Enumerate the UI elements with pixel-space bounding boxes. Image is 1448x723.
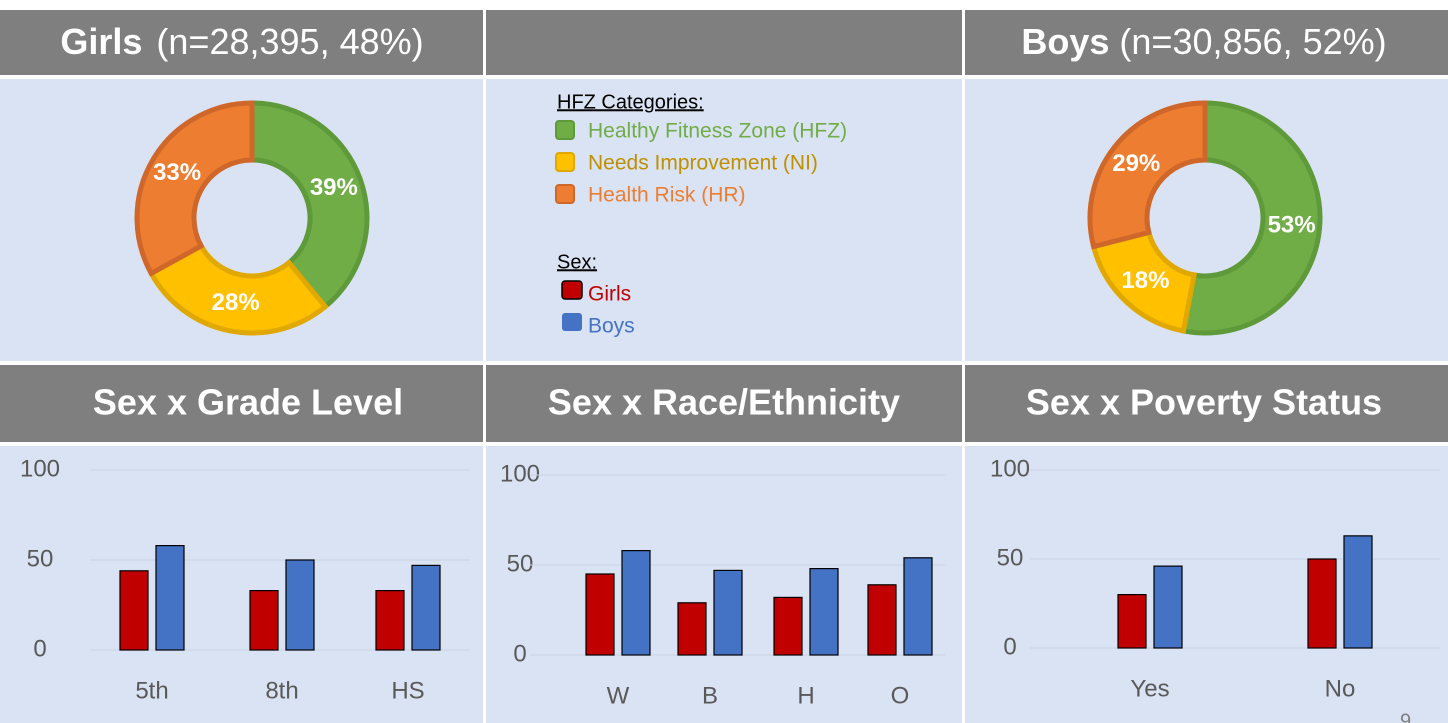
y-tick-label: 50	[27, 545, 54, 572]
x-tick-label: B	[702, 682, 718, 709]
y-tick-label: 100	[20, 455, 60, 482]
x-tick-label: Yes	[1130, 675, 1169, 702]
bar	[411, 564, 441, 651]
panel	[965, 446, 1448, 723]
bar	[713, 569, 743, 656]
legend-label: Girls	[588, 283, 631, 306]
header-cell	[965, 10, 1448, 75]
legend-swatch	[555, 120, 575, 140]
page-number: 9	[1400, 710, 1411, 723]
data-label: 28%	[212, 289, 260, 316]
legend-title: Sex:	[557, 251, 597, 273]
bar	[249, 589, 279, 651]
bar	[119, 570, 149, 651]
data-label: 33%	[153, 159, 201, 186]
data-label: 39%	[310, 174, 358, 201]
bar	[903, 557, 933, 656]
bar	[585, 573, 615, 656]
header-cell	[486, 10, 962, 75]
donut-segment	[134, 100, 255, 277]
header-sub: (n=30,856, 52%)	[1119, 21, 1386, 62]
bar	[375, 589, 405, 651]
x-tick-label: H	[797, 682, 814, 709]
y-tick-label: 0	[33, 635, 46, 662]
x-tick-label: HS	[391, 677, 424, 704]
donut-segment	[147, 242, 329, 336]
bar	[867, 584, 897, 656]
y-tick-label: 50	[507, 550, 534, 577]
bar	[1153, 565, 1183, 649]
legend-swatch	[562, 313, 582, 331]
legend-title: HFZ Categories:	[557, 91, 704, 113]
header-title: Sex x Grade Level	[93, 382, 403, 423]
bar	[155, 544, 185, 651]
data-label: 18%	[1121, 267, 1169, 294]
bar	[773, 596, 803, 656]
header-sub: (n=28,395, 48%)	[156, 21, 423, 62]
legend-swatch	[555, 152, 575, 172]
legend-label: Health Risk (HR)	[588, 184, 746, 207]
legend-label: Healthy Fitness Zone (HFZ)	[588, 120, 847, 143]
y-tick-label: 0	[513, 640, 526, 667]
y-tick-label: 50	[997, 544, 1024, 571]
x-tick-label: O	[891, 682, 910, 709]
header-title: Sex x Race/Ethnicity	[548, 382, 900, 423]
header-cell	[0, 365, 483, 442]
x-tick-label: 5th	[135, 677, 168, 704]
legend-swatch	[555, 184, 575, 204]
x-tick-label: W	[607, 682, 630, 709]
header-title: Girls (n=28,395, 48%)	[60, 21, 423, 62]
y-tick-label: 100	[500, 460, 540, 487]
y-tick-label: 0	[1003, 633, 1016, 660]
header-title: Sex x Poverty Status	[1026, 382, 1382, 423]
header-cell	[0, 10, 483, 75]
donut-segment	[1087, 100, 1208, 250]
data-label: 29%	[1112, 150, 1160, 177]
bar	[621, 549, 651, 656]
bar	[1117, 593, 1147, 649]
donut-segment	[249, 100, 370, 311]
bar	[285, 559, 315, 651]
header-cell	[486, 365, 962, 442]
header-bold: Girls	[60, 21, 142, 62]
header-bold: Boys	[1021, 21, 1109, 62]
data-label: 53%	[1268, 212, 1316, 239]
legend-label: Needs Improvement (NI)	[588, 152, 818, 175]
bar	[1307, 558, 1337, 649]
legend-label: Boys	[588, 315, 635, 338]
x-tick-label: 8th	[265, 677, 298, 704]
donut-segment	[1180, 100, 1323, 336]
panel	[0, 446, 483, 723]
header-cell	[965, 365, 1448, 442]
legend-swatch	[561, 280, 583, 300]
header-title: Boys (n=30,856, 52%)	[1021, 21, 1386, 62]
bar	[677, 602, 707, 656]
x-tick-label: No	[1325, 675, 1356, 702]
bar	[809, 567, 839, 656]
y-tick-label: 100	[990, 455, 1030, 482]
bar	[1343, 535, 1373, 649]
